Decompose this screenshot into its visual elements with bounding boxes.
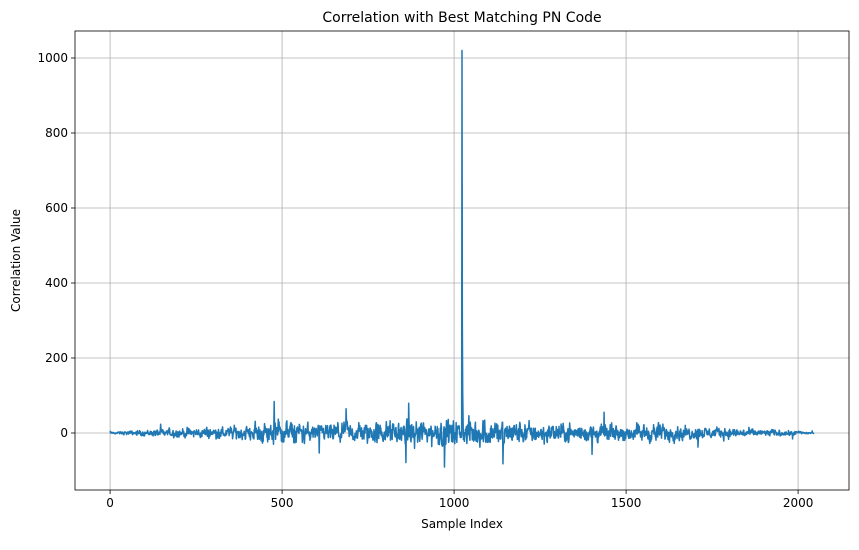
- x-tick-label: 2000: [783, 496, 814, 510]
- y-axis-label: Correlation Value: [9, 209, 23, 312]
- x-axis-label: Sample Index: [421, 517, 503, 531]
- y-tick-label: 1000: [37, 51, 68, 65]
- chart-title: Correlation with Best Matching PN Code: [322, 10, 601, 26]
- x-tick-label: 1500: [611, 496, 642, 510]
- y-tick-label: 0: [60, 426, 68, 440]
- y-tick-label: 400: [45, 276, 68, 290]
- axes-frame: [74, 30, 850, 491]
- axis-ticks: 0 500 1000 1500 2000 0 200 400 600 800 1000: [37, 51, 813, 510]
- y-tick-label: 800: [45, 126, 68, 140]
- y-tick-label: 600: [45, 201, 68, 215]
- plot-area: [109, 49, 815, 468]
- y-tick-label: 200: [45, 351, 68, 365]
- x-tick-label: 0: [106, 496, 114, 510]
- x-tick-label: 1000: [439, 496, 470, 510]
- series-line-correlation: [109, 49, 815, 468]
- x-tick-label: 500: [271, 496, 294, 510]
